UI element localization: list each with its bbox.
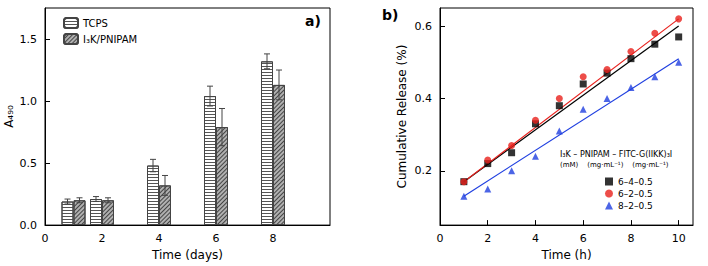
svg-text:0.4: 0.4 (415, 92, 433, 105)
svg-text:1.0: 1.0 (20, 95, 38, 108)
svg-text:Time (days): Time (days) (151, 248, 223, 262)
svg-text:4: 4 (532, 232, 539, 245)
svg-text:6–4–0.5: 6–4–0.5 (618, 177, 653, 187)
svg-text:2: 2 (99, 232, 106, 245)
svg-text:A₄₉₀: A₄₉₀ (2, 105, 16, 128)
svg-text:8: 8 (627, 232, 634, 245)
svg-text:0: 0 (437, 232, 444, 245)
svg-text:10: 10 (672, 232, 686, 245)
svg-text:Cumulative Release (%): Cumulative Release (%) (395, 45, 409, 189)
svg-text:6: 6 (213, 232, 220, 245)
svg-text:0: 0 (42, 232, 49, 245)
svg-text:a): a) (305, 13, 321, 29)
svg-text:2: 2 (484, 232, 491, 245)
svg-text:0.6: 0.6 (415, 20, 433, 33)
svg-text:0.5: 0.5 (20, 157, 38, 170)
svg-text:4: 4 (156, 232, 163, 245)
svg-text:0.0: 0.0 (20, 219, 38, 232)
svg-text:0.2: 0.2 (415, 164, 433, 177)
svg-text:TCPS: TCPS (82, 18, 108, 29)
svg-text:6–2–0.5: 6–2–0.5 (618, 189, 653, 199)
svg-text:6: 6 (580, 232, 587, 245)
svg-text:Time (h): Time (h) (540, 248, 591, 262)
svg-text:1.5: 1.5 (20, 33, 38, 46)
svg-text:b): b) (382, 7, 398, 23)
svg-text:8: 8 (270, 232, 277, 245)
svg-text:I₃K – PNIPAM – FITC-G(IIKK)₃I: I₃K – PNIPAM – FITC-G(IIKK)₃I (560, 150, 672, 159)
svg-text:8–2–0.5: 8–2–0.5 (618, 201, 653, 211)
svg-text:(mM) (mg·mL⁻¹) (mg·mL⁻¹): (mM) (mg·mL⁻¹) (mg·mL⁻¹) (560, 161, 669, 169)
svg-text:I₃K/PNIPAM: I₃K/PNIPAM (83, 34, 137, 45)
